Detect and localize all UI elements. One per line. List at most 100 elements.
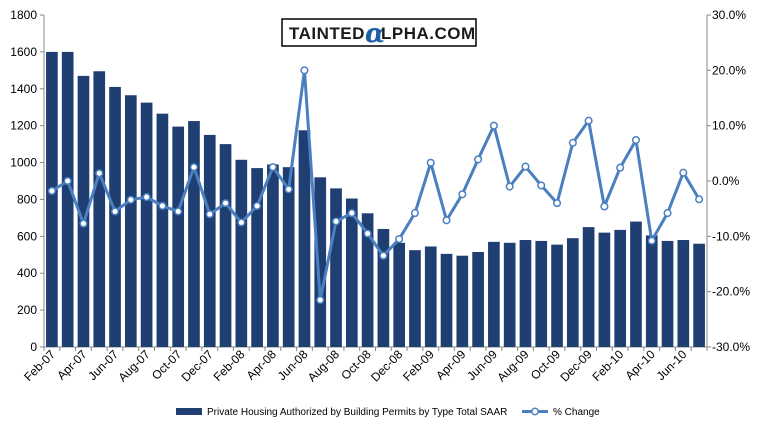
watermark-alpha: α <box>365 19 385 49</box>
line-point <box>695 195 704 204</box>
line-point <box>253 201 262 210</box>
line-point <box>395 235 404 244</box>
line-point <box>300 66 309 75</box>
line-point <box>442 216 451 225</box>
line-point <box>158 201 167 210</box>
line-point <box>631 136 641 145</box>
bar <box>519 240 532 347</box>
watermark-box <box>281 18 477 47</box>
right-tick-label: 10.0% <box>712 119 746 133</box>
left-tick-label: 200 <box>17 303 37 317</box>
line-point <box>552 199 562 208</box>
bar <box>109 86 121 348</box>
bar <box>377 228 390 347</box>
bar <box>172 126 185 347</box>
legend-bar-label: Private Housing Authorized by Building P… <box>207 407 507 418</box>
bar <box>535 240 548 347</box>
line-point <box>647 236 656 245</box>
line-point <box>331 217 341 226</box>
line-series <box>47 66 704 305</box>
left-tick-label: 0 <box>30 340 37 354</box>
right-tick-label: -10.0% <box>712 229 750 243</box>
bar <box>46 51 58 347</box>
legend-line-label: % Change <box>553 407 600 418</box>
bar <box>345 198 358 347</box>
right-tick-label: -20.0% <box>712 285 750 299</box>
right-tick-label: 0.0% <box>712 174 740 188</box>
line-point <box>505 182 514 191</box>
bar <box>677 240 690 347</box>
left-tick-label: 1800 <box>10 8 37 22</box>
line-point <box>363 229 372 238</box>
line-point <box>679 168 688 177</box>
line-point <box>584 116 593 125</box>
line-point <box>237 218 246 227</box>
line-point <box>316 295 325 305</box>
left-axis: 0 200 400 600 800 1000 1200 1400 1600 1800 <box>10 8 44 354</box>
bar <box>582 227 595 347</box>
left-tick-label: 1200 <box>10 119 37 133</box>
left-tick-label: 1400 <box>10 82 37 96</box>
line-point <box>568 138 577 147</box>
bar <box>361 213 374 347</box>
line-point <box>426 158 435 167</box>
right-axis: -30.0% -20.0% -10.0% 0.0% 10.0% 20.0% 30.0% <box>707 8 750 354</box>
line-point <box>600 202 609 211</box>
line-point <box>79 219 88 228</box>
line-point <box>47 186 56 196</box>
bar <box>235 159 248 347</box>
bar <box>61 51 74 347</box>
watermark-text-after: LPHA.COM <box>381 24 476 43</box>
line-point <box>616 163 625 172</box>
bar <box>409 250 421 347</box>
line-point <box>205 210 214 219</box>
bar <box>503 242 516 347</box>
left-tick-label: 400 <box>17 266 37 280</box>
line-point <box>474 155 483 164</box>
watermark-text-before: TAINTED <box>289 24 365 43</box>
bar <box>424 246 437 347</box>
bar <box>614 229 627 347</box>
left-tick-label: 800 <box>17 192 37 206</box>
line-point <box>537 181 546 190</box>
bar <box>267 164 279 347</box>
bar <box>203 134 216 347</box>
bar <box>219 144 232 347</box>
line-point <box>95 169 104 178</box>
bar <box>298 130 311 347</box>
bar <box>456 255 469 347</box>
bar-series <box>46 51 705 348</box>
bar <box>251 168 263 347</box>
bar <box>330 188 342 347</box>
bar <box>661 240 674 347</box>
line-point <box>379 251 388 260</box>
line-point <box>347 209 356 218</box>
line-point <box>521 162 530 171</box>
right-tick-label: -30.0% <box>712 340 750 354</box>
bar <box>77 75 90 348</box>
line-point <box>221 199 230 208</box>
line-point <box>174 207 183 216</box>
legend-line-marker <box>531 407 539 416</box>
bar <box>693 243 705 347</box>
bar <box>566 238 579 347</box>
bar <box>140 102 153 347</box>
line-point <box>458 190 467 199</box>
line-point <box>110 207 120 216</box>
left-tick-label: 600 <box>17 229 37 243</box>
bar <box>598 232 611 347</box>
line-point <box>410 209 420 218</box>
watermark-logo: TAINTED α LPHA.COM <box>281 18 477 49</box>
bar <box>156 113 169 348</box>
line-point <box>284 185 293 194</box>
left-tick-label: 1000 <box>10 156 37 170</box>
bar <box>282 167 295 347</box>
bar <box>188 121 200 347</box>
bar <box>472 252 484 347</box>
legend: Private Housing Authorized by Building P… <box>176 407 600 418</box>
line-point <box>63 176 72 186</box>
line-point <box>189 163 199 172</box>
bar <box>440 253 453 347</box>
